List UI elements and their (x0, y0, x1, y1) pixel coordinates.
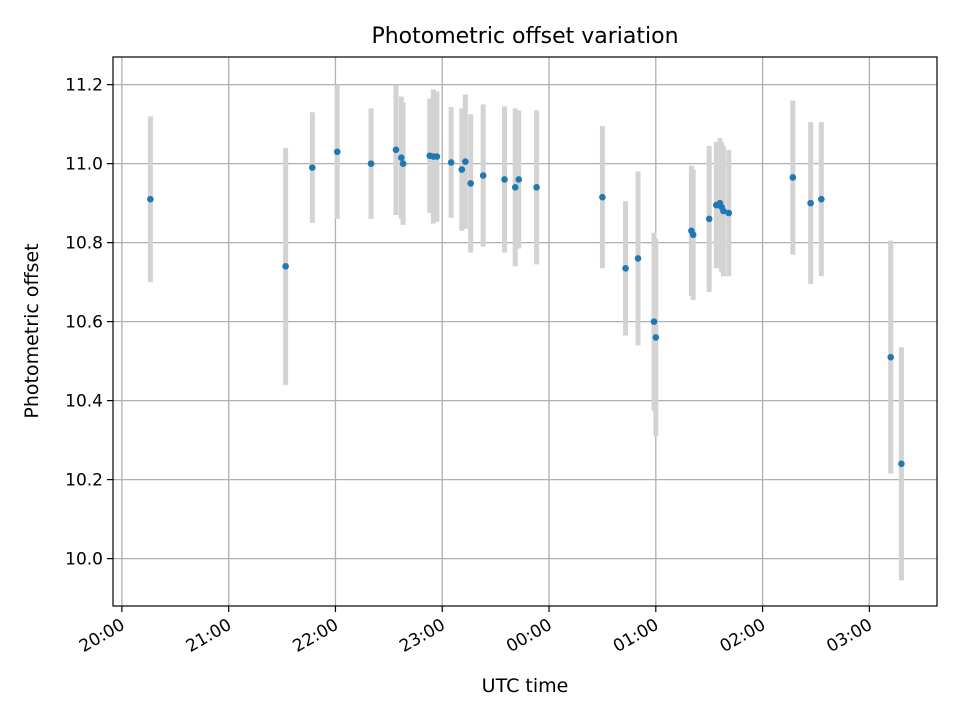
data-point (392, 146, 400, 154)
data-point (447, 159, 455, 166)
y-tick-label: 10.8 (65, 234, 103, 254)
data-point (652, 334, 660, 341)
data-point (515, 176, 523, 183)
data-point (479, 172, 487, 179)
data-point (367, 160, 375, 167)
data-point (433, 153, 441, 160)
y-axis-label: Photometric offset (21, 243, 43, 418)
data-points (147, 146, 905, 468)
data-point (807, 199, 814, 207)
data-point (789, 174, 797, 181)
data-point (720, 207, 727, 215)
data-point (650, 318, 658, 325)
data-point (725, 209, 733, 217)
data-point (467, 180, 475, 187)
data-point (634, 255, 642, 262)
data-point (462, 158, 469, 165)
data-point (309, 164, 316, 171)
data-point (898, 460, 905, 468)
y-tick-label: 11.0 (65, 155, 103, 175)
data-point (689, 231, 697, 239)
data-point (705, 215, 713, 223)
data-point (818, 195, 825, 203)
data-point (333, 148, 341, 156)
plot-area (113, 57, 937, 606)
data-point (399, 160, 407, 167)
y-tick-label: 10.4 (65, 392, 103, 412)
y-axis: 10.0 10.2 10.4 10.6 10.8 11.0 11.2 (65, 76, 113, 570)
data-point (282, 263, 289, 270)
x-axis-label: UTC time (482, 675, 569, 697)
data-point (398, 154, 405, 162)
y-tick-label: 10.0 (65, 550, 103, 570)
y-tick-label: 11.2 (65, 76, 103, 96)
chart-title: Photometric offset variation (371, 24, 678, 49)
plot-frame (112, 56, 938, 607)
data-point (533, 184, 540, 191)
data-point (622, 265, 629, 272)
data-point (501, 176, 508, 183)
data-point (599, 193, 606, 201)
data-point (511, 184, 519, 191)
y-tick-label: 10.6 (65, 313, 103, 333)
data-point (147, 195, 154, 203)
y-tick-label: 10.2 (65, 471, 103, 491)
data-point (458, 166, 466, 173)
data-point (887, 353, 895, 361)
